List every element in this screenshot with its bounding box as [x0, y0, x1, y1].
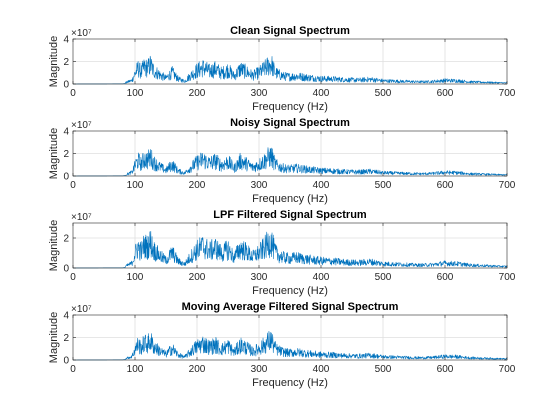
x-tick-label: 300 — [251, 88, 268, 99]
subplot-title: Moving Average Filtered Signal Spectrum — [182, 301, 399, 313]
y-exponent-label: ×10⁷ — [71, 212, 92, 223]
x-tick-label: 100 — [127, 180, 144, 191]
x-tick-label: 400 — [313, 180, 330, 191]
axes-box — [72, 222, 508, 269]
subplot-title: LPF Filtered Signal Spectrum — [213, 209, 367, 221]
y-exponent-label: ×10⁷ — [71, 28, 92, 39]
x-axis-label: Frequency (Hz) — [252, 377, 328, 389]
y-tick-label: 4 — [63, 35, 69, 46]
x-tick-label: 0 — [70, 88, 76, 99]
x-tick-label: 100 — [127, 88, 144, 99]
y-tick-label: 4 — [63, 127, 69, 138]
y-tick-label: 0 — [63, 264, 69, 275]
x-tick-label: 0 — [70, 180, 76, 191]
x-tick-label: 400 — [313, 272, 330, 283]
x-tick-label: 700 — [499, 272, 516, 283]
x-tick-label: 400 — [313, 88, 330, 99]
x-tick-label: 600 — [437, 180, 454, 191]
x-tick-label: 300 — [251, 364, 268, 375]
x-tick-label: 100 — [127, 272, 144, 283]
x-tick-label: 500 — [375, 272, 392, 283]
x-tick-label: 600 — [437, 272, 454, 283]
spectrum-line — [73, 330, 508, 361]
x-axis-label: Frequency (Hz) — [252, 285, 328, 297]
x-axis-label: Frequency (Hz) — [252, 193, 328, 205]
x-tick-label: 200 — [189, 180, 206, 191]
spectrum-line — [73, 55, 508, 85]
x-tick-label: 600 — [437, 364, 454, 375]
spectrum-line — [73, 230, 508, 269]
x-tick-label: 200 — [189, 88, 206, 99]
y-tick-label: 2 — [63, 57, 69, 68]
subplot-4: 0 100 200 300 400 500 600 700 0 2 4×10⁷ Moving Aver… — [48, 301, 516, 389]
x-tick-label: 300 — [251, 272, 268, 283]
y-axis-label: Magnitude — [48, 36, 60, 87]
x-tick-label: 200 — [189, 364, 206, 375]
subplot-3: 0 100 200 300 400 500 600 700 0 2×10⁷ LPF Filtered… — [48, 209, 516, 297]
x-tick-label: 500 — [375, 180, 392, 191]
subplot-1: 0 100 200 300 400 500 600 700 0 2 4×10⁷ Clean Signa… — [48, 25, 516, 113]
x-tick-label: 700 — [499, 364, 516, 375]
x-tick-label: 500 — [375, 88, 392, 99]
x-tick-label: 700 — [499, 180, 516, 191]
y-axis-label: Magnitude — [48, 220, 60, 271]
y-axis-label: Magnitude — [48, 312, 60, 363]
y-tick-label: 0 — [63, 172, 69, 183]
x-tick-label: 300 — [251, 180, 268, 191]
subplot-title: Noisy Signal Spectrum — [230, 117, 350, 129]
x-tick-label: 0 — [70, 364, 76, 375]
x-tick-label: 600 — [437, 88, 454, 99]
x-axis-label: Frequency (Hz) — [252, 101, 328, 113]
x-tick-label: 0 — [70, 272, 76, 283]
x-tick-label: 200 — [189, 272, 206, 283]
y-tick-label: 2 — [63, 149, 69, 160]
subplot-title: Clean Signal Spectrum — [230, 25, 350, 37]
x-tick-label: 700 — [499, 88, 516, 99]
y-tick-label: 0 — [63, 356, 69, 367]
x-tick-label: 500 — [375, 364, 392, 375]
x-tick-label: 100 — [127, 364, 144, 375]
y-tick-label: 2 — [63, 234, 69, 245]
x-tick-label: 400 — [313, 364, 330, 375]
y-tick-label: 0 — [63, 80, 69, 91]
y-tick-label: 4 — [63, 311, 69, 322]
y-axis-label: Magnitude — [48, 128, 60, 179]
subplot-2: 0 100 200 300 400 500 600 700 0 2 4×10⁷ Noisy Signa… — [48, 117, 516, 205]
y-exponent-label: ×10⁷ — [71, 304, 92, 315]
spectrum-line — [73, 147, 508, 177]
y-tick-label: 2 — [63, 333, 69, 344]
y-exponent-label: ×10⁷ — [71, 120, 92, 131]
